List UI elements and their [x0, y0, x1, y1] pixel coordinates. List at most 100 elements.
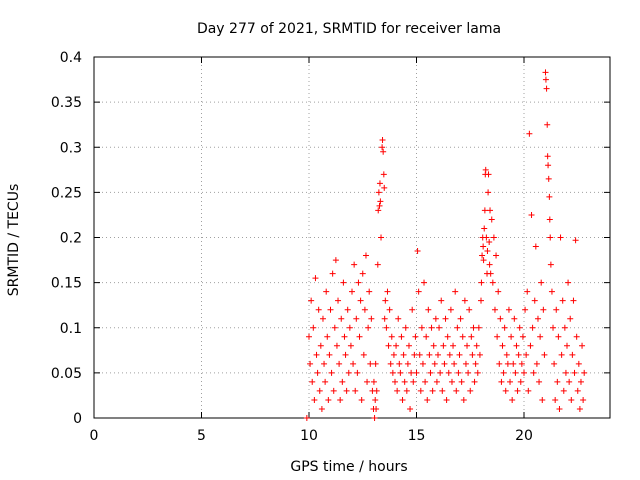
data-point	[516, 324, 523, 331]
data-point	[390, 351, 397, 358]
data-point	[443, 396, 450, 403]
data-point	[565, 279, 572, 286]
chart-title: Day 277 of 2021, SRMTID for receiver lam…	[197, 21, 501, 37]
data-point	[313, 351, 320, 358]
data-point	[312, 275, 319, 282]
data-point	[526, 130, 533, 137]
data-point	[368, 315, 375, 322]
data-point	[575, 360, 582, 367]
data-point	[370, 378, 377, 385]
data-point	[507, 378, 514, 385]
data-point	[362, 252, 369, 259]
data-point	[544, 153, 551, 160]
data-point	[560, 387, 567, 394]
y-tick-label: 0.35	[51, 95, 82, 111]
data-point	[322, 378, 329, 385]
data-point	[431, 360, 438, 367]
data-point	[441, 360, 448, 367]
data-point	[532, 243, 539, 250]
data-point	[361, 306, 368, 313]
x-axis-label: GPS time / hours	[290, 459, 407, 475]
data-point	[323, 288, 330, 295]
data-point	[330, 387, 337, 394]
data-point	[372, 360, 379, 367]
data-point	[496, 360, 503, 367]
data-point	[427, 369, 434, 376]
y-tick-label: 0.3	[60, 140, 82, 156]
data-point	[493, 252, 500, 259]
data-point	[571, 369, 578, 376]
data-point	[360, 351, 367, 358]
data-point	[552, 396, 559, 403]
data-point	[395, 315, 402, 322]
data-point	[452, 288, 459, 295]
data-point	[523, 351, 530, 358]
data-point	[303, 415, 310, 421]
data-point	[455, 369, 462, 376]
data-point	[581, 369, 588, 376]
data-point	[386, 306, 393, 313]
data-point	[347, 342, 354, 349]
data-point	[518, 360, 525, 367]
data-point	[337, 396, 344, 403]
data-point	[559, 297, 566, 304]
data-point	[456, 351, 463, 358]
data-point	[407, 405, 414, 412]
data-point	[408, 369, 415, 376]
data-point	[515, 351, 522, 358]
data-point	[381, 315, 388, 322]
data-point	[356, 333, 363, 340]
data-point	[459, 333, 466, 340]
data-point	[483, 234, 490, 241]
data-point	[558, 351, 565, 358]
data-point	[539, 396, 546, 403]
data-point	[461, 297, 468, 304]
data-point	[486, 239, 493, 246]
data-point	[405, 342, 412, 349]
data-point	[513, 342, 520, 349]
data-point	[541, 351, 548, 358]
data-point	[417, 387, 424, 394]
data-point	[392, 378, 398, 385]
data-point	[494, 333, 501, 340]
data-point	[346, 324, 353, 331]
data-point	[358, 396, 365, 403]
data-point	[557, 234, 564, 241]
data-point	[462, 360, 469, 367]
data-point	[367, 360, 374, 367]
data-point	[372, 396, 379, 403]
data-point	[440, 342, 447, 349]
data-point	[432, 315, 439, 322]
data-point	[579, 342, 586, 349]
data-point	[498, 378, 505, 385]
data-point	[568, 396, 575, 403]
data-point	[341, 333, 348, 340]
data-point	[340, 279, 347, 286]
data-point	[469, 351, 476, 358]
data-point	[468, 333, 475, 340]
data-point	[485, 189, 492, 196]
data-point	[379, 137, 386, 144]
data-point	[421, 279, 428, 286]
data-point	[564, 342, 570, 349]
data-point	[329, 270, 336, 277]
data-point	[453, 387, 460, 394]
data-point	[466, 306, 473, 313]
data-point	[355, 279, 362, 286]
data-point	[383, 324, 390, 331]
data-point	[488, 216, 495, 223]
data-point	[480, 243, 487, 250]
data-point	[464, 342, 471, 349]
data-point	[336, 360, 343, 367]
data-point	[310, 324, 317, 331]
data-point	[512, 369, 519, 376]
data-point	[524, 288, 531, 295]
data-point	[375, 207, 382, 214]
data-point	[396, 360, 403, 367]
data-point	[418, 324, 425, 331]
data-point	[458, 378, 465, 385]
data-point	[551, 360, 558, 367]
data-point	[435, 351, 441, 358]
data-point	[569, 351, 576, 358]
